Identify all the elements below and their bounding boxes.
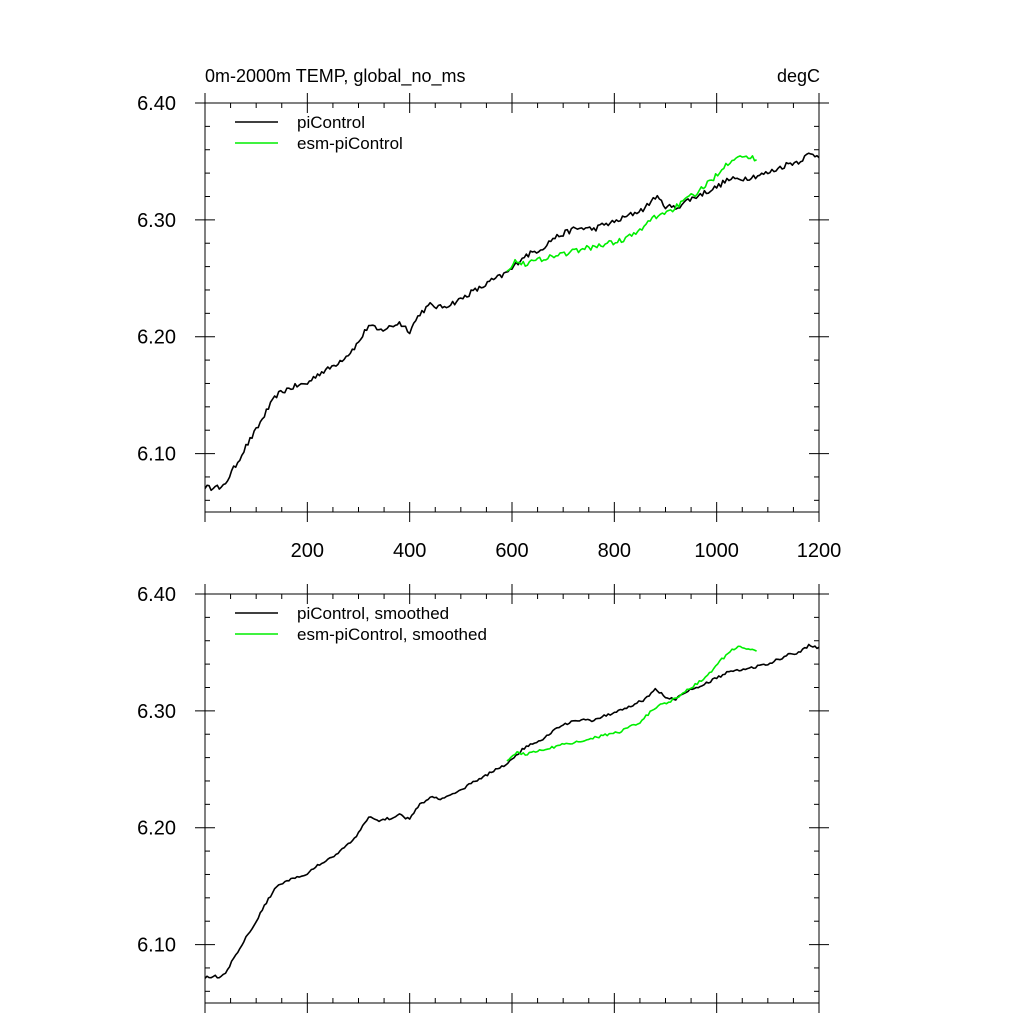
y-tick-label: 6.40 [137, 584, 176, 606]
legend-label-picontrol-smoothed: piControl, smoothed [297, 604, 449, 623]
y-tick-labels-top: 6.10 6.20 6.30 6.40 [137, 93, 176, 466]
y-tick-label: 6.40 [137, 93, 176, 115]
series-line-picontrol [204, 152, 820, 492]
chart-panel-bottom: 6.10 6.20 6.30 6.40 piControl, smoothed esm… [137, 584, 829, 1013]
axis-ticks-bottom [195, 584, 829, 1013]
series-line-esm-picontrol-smoothed [506, 645, 757, 762]
legend-top: piControl esm-piControl [235, 113, 403, 153]
chart-panel-top: 0m-2000m TEMP, global_no_ms degC 200 400 6… [137, 66, 841, 562]
legend-bottom: piControl, smoothed esm-piControl, smoot… [235, 604, 487, 644]
y-tick-label: 6.30 [137, 701, 176, 723]
x-tick-labels-top: 200 400 600 800 1000 1200 [291, 540, 842, 562]
legend-label-esm-picontrol: esm-piControl [297, 134, 403, 153]
chart-title: 0m-2000m TEMP, global_no_ms [205, 66, 465, 87]
x-tick-label: 600 [495, 540, 528, 562]
legend-label-esm-picontrol-smoothed: esm-piControl, smoothed [297, 625, 487, 644]
y-tick-label: 6.30 [137, 210, 176, 232]
plot-frame-top [204, 102, 820, 513]
y-tick-label: 6.10 [137, 935, 176, 957]
x-tick-label: 1200 [797, 540, 842, 562]
x-tick-label: 400 [393, 540, 426, 562]
plot-frame-bottom [204, 593, 820, 1004]
axis-ticks-top [195, 93, 829, 522]
series-lines-bottom [204, 643, 820, 979]
x-tick-label: 1000 [694, 540, 739, 562]
x-tick-label: 200 [291, 540, 324, 562]
y-tick-label: 6.10 [137, 444, 176, 466]
y-tick-label: 6.20 [137, 327, 176, 349]
series-line-esm-picontrol [506, 155, 757, 272]
legend-label-picontrol: piControl [297, 113, 365, 132]
series-lines-top [204, 152, 820, 492]
units-label: degC [777, 66, 820, 86]
y-tick-label: 6.20 [137, 818, 176, 840]
series-line-picontrol-smoothed [204, 643, 820, 979]
x-tick-label: 800 [598, 540, 631, 562]
y-tick-labels-bottom: 6.10 6.20 6.30 6.40 [137, 584, 176, 957]
